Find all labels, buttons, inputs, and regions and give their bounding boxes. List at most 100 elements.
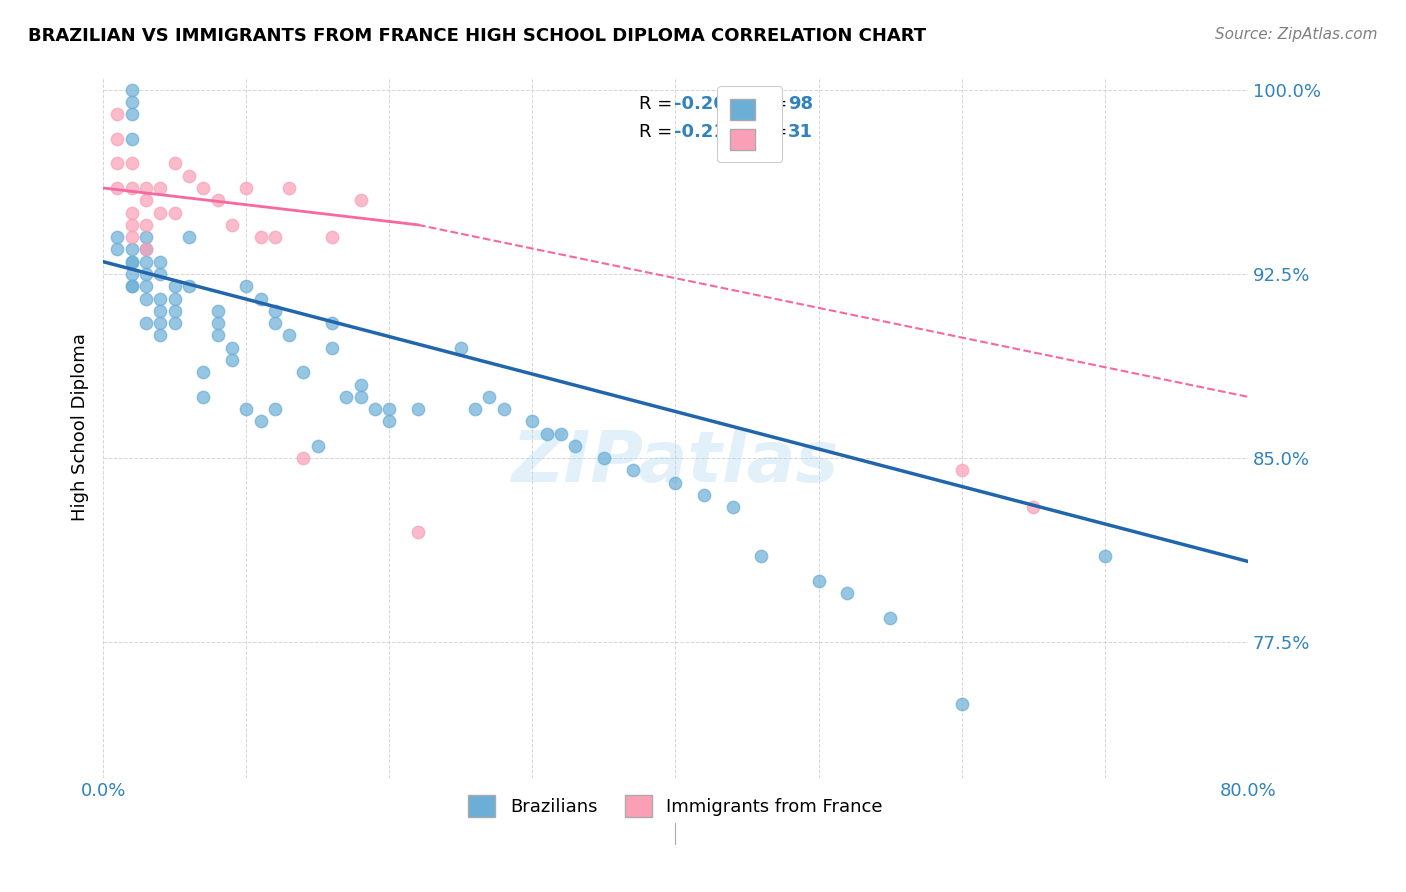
Point	[278, 181, 301, 195]
Point	[121, 230, 143, 244]
Point	[406, 402, 429, 417]
Point	[321, 316, 343, 330]
Point	[406, 524, 429, 539]
Point	[378, 414, 401, 428]
Point	[163, 279, 186, 293]
Point	[522, 414, 544, 428]
Point	[235, 181, 257, 195]
Point	[1022, 500, 1045, 515]
Point	[121, 107, 143, 121]
Point	[593, 451, 616, 466]
Point	[107, 243, 129, 257]
Point	[193, 365, 215, 379]
Point	[564, 439, 586, 453]
Point	[550, 426, 572, 441]
Point	[321, 341, 343, 355]
Point	[121, 279, 143, 293]
Point	[149, 254, 172, 268]
Point	[721, 500, 744, 515]
Point	[837, 586, 859, 600]
Point	[163, 156, 186, 170]
Text: N =: N =	[754, 95, 793, 113]
Point	[121, 83, 143, 97]
Point	[950, 463, 973, 477]
Point	[307, 439, 329, 453]
Point	[149, 181, 172, 195]
Text: N =: N =	[754, 123, 793, 141]
Point	[749, 549, 772, 564]
Point	[221, 218, 243, 232]
Point	[163, 316, 186, 330]
Point	[221, 353, 243, 368]
Point	[107, 132, 129, 146]
Point	[478, 390, 501, 404]
Point	[263, 303, 285, 318]
Point	[135, 243, 157, 257]
Point	[464, 402, 486, 417]
Point	[350, 194, 373, 208]
Point	[149, 303, 172, 318]
Point	[350, 377, 373, 392]
Point	[107, 181, 129, 195]
Text: R =: R =	[638, 123, 678, 141]
Point	[350, 390, 373, 404]
Point	[263, 316, 285, 330]
Point	[450, 341, 472, 355]
Point	[207, 194, 229, 208]
Point	[135, 218, 157, 232]
Text: Source: ZipAtlas.com: Source: ZipAtlas.com	[1215, 27, 1378, 42]
Point	[121, 205, 143, 219]
Point	[193, 390, 215, 404]
Point	[249, 292, 271, 306]
Point	[163, 205, 186, 219]
Text: -0.208: -0.208	[675, 95, 738, 113]
Point	[263, 230, 285, 244]
Point	[107, 107, 129, 121]
Point	[121, 254, 143, 268]
Point	[1094, 549, 1116, 564]
Legend: Brazilians, Immigrants from France: Brazilians, Immigrants from France	[461, 788, 890, 824]
Point	[163, 303, 186, 318]
Text: 98: 98	[787, 95, 813, 113]
Y-axis label: High School Diploma: High School Diploma	[72, 334, 89, 522]
Point	[177, 230, 200, 244]
Point	[135, 267, 157, 281]
Point	[121, 181, 143, 195]
Point	[121, 267, 143, 281]
Point	[163, 292, 186, 306]
Point	[135, 181, 157, 195]
Point	[249, 414, 271, 428]
Point	[149, 267, 172, 281]
Point	[135, 230, 157, 244]
Point	[807, 574, 830, 588]
Point	[107, 156, 129, 170]
Text: BRAZILIAN VS IMMIGRANTS FROM FRANCE HIGH SCHOOL DIPLOMA CORRELATION CHART: BRAZILIAN VS IMMIGRANTS FROM FRANCE HIGH…	[28, 27, 927, 45]
Point	[950, 697, 973, 711]
Point	[135, 316, 157, 330]
Text: 31: 31	[787, 123, 813, 141]
Point	[292, 365, 315, 379]
Point	[121, 156, 143, 170]
Point	[177, 169, 200, 183]
Text: ZIPatlas: ZIPatlas	[512, 428, 839, 497]
Point	[149, 316, 172, 330]
Point	[121, 218, 143, 232]
Point	[121, 132, 143, 146]
Point	[207, 316, 229, 330]
Point	[177, 279, 200, 293]
Point	[335, 390, 357, 404]
Point	[879, 611, 901, 625]
Point	[249, 230, 271, 244]
Point	[135, 194, 157, 208]
Point	[321, 230, 343, 244]
Point	[235, 402, 257, 417]
Point	[121, 95, 143, 109]
Point	[149, 328, 172, 343]
Point	[263, 402, 285, 417]
Point	[664, 475, 686, 490]
Point	[221, 341, 243, 355]
Point	[235, 279, 257, 293]
Text: -0.216: -0.216	[675, 123, 738, 141]
Point	[536, 426, 558, 441]
Point	[207, 328, 229, 343]
